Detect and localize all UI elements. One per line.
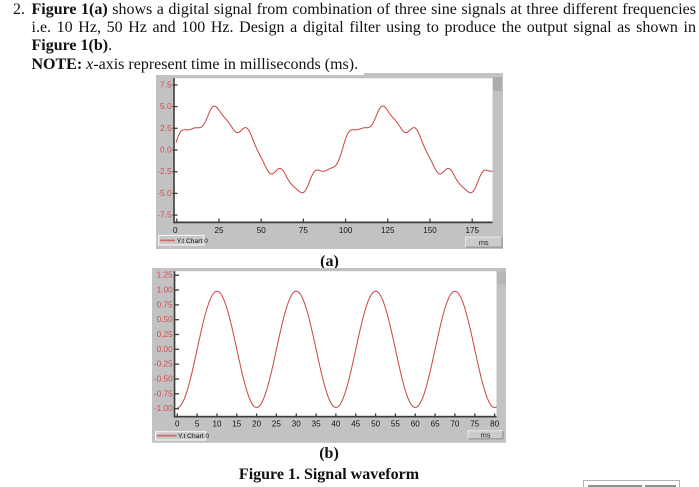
- svg-text:70: 70: [450, 420, 460, 429]
- svg-text:150: 150: [423, 226, 437, 235]
- svg-text:0.75: 0.75: [157, 300, 174, 310]
- svg-text:75: 75: [299, 226, 309, 235]
- svg-text:45: 45: [351, 420, 361, 429]
- svg-text:-5.0: -5.0: [157, 188, 172, 198]
- svg-text:175: 175: [465, 226, 479, 235]
- svg-text:60: 60: [411, 420, 421, 429]
- svg-text:-1.00: -1.00: [154, 403, 173, 413]
- svg-text:55: 55: [391, 420, 401, 429]
- svg-text:5.0: 5.0: [160, 101, 172, 111]
- svg-text:50: 50: [371, 420, 381, 429]
- svg-text:ms: ms: [479, 238, 489, 247]
- svg-text:0: 0: [173, 226, 178, 235]
- svg-text:-7.5: -7.5: [157, 210, 172, 220]
- svg-text:Y.t Chart 0: Y.t Chart 0: [178, 433, 209, 440]
- svg-text:0.50: 0.50: [157, 314, 174, 324]
- svg-text:65: 65: [431, 420, 441, 429]
- svg-text:25: 25: [272, 420, 282, 429]
- svg-text:20: 20: [252, 420, 262, 429]
- svg-text:125: 125: [381, 226, 395, 235]
- svg-text:-0.50: -0.50: [154, 374, 173, 384]
- svg-text:15: 15: [232, 420, 242, 429]
- svg-text:80: 80: [490, 420, 500, 429]
- svg-text:35: 35: [312, 420, 322, 429]
- svg-text:0.00: 0.00: [157, 344, 174, 354]
- svg-text:1.00: 1.00: [157, 285, 174, 295]
- svg-text:100: 100: [339, 226, 353, 235]
- svg-text:0.0: 0.0: [160, 145, 172, 155]
- svg-text:7.5: 7.5: [160, 79, 172, 89]
- svg-text:25: 25: [214, 226, 224, 235]
- svg-text:-0.75: -0.75: [154, 389, 173, 399]
- svg-text:-0.25: -0.25: [154, 359, 173, 369]
- svg-text:2.5: 2.5: [160, 123, 172, 133]
- svg-text:-2.5: -2.5: [157, 166, 172, 176]
- svg-text:10: 10: [212, 420, 222, 429]
- svg-text:1.25: 1.25: [157, 270, 174, 280]
- svg-text:5: 5: [195, 420, 200, 429]
- svg-text:ms: ms: [481, 431, 491, 440]
- svg-text:40: 40: [331, 420, 341, 429]
- svg-text:0.25: 0.25: [157, 329, 174, 339]
- svg-text:Y.t Chart 0: Y.t Chart 0: [177, 238, 208, 245]
- svg-text:75: 75: [470, 420, 480, 429]
- svg-text:50: 50: [257, 226, 267, 235]
- svg-text:0: 0: [175, 420, 180, 429]
- svg-text:30: 30: [292, 420, 302, 429]
